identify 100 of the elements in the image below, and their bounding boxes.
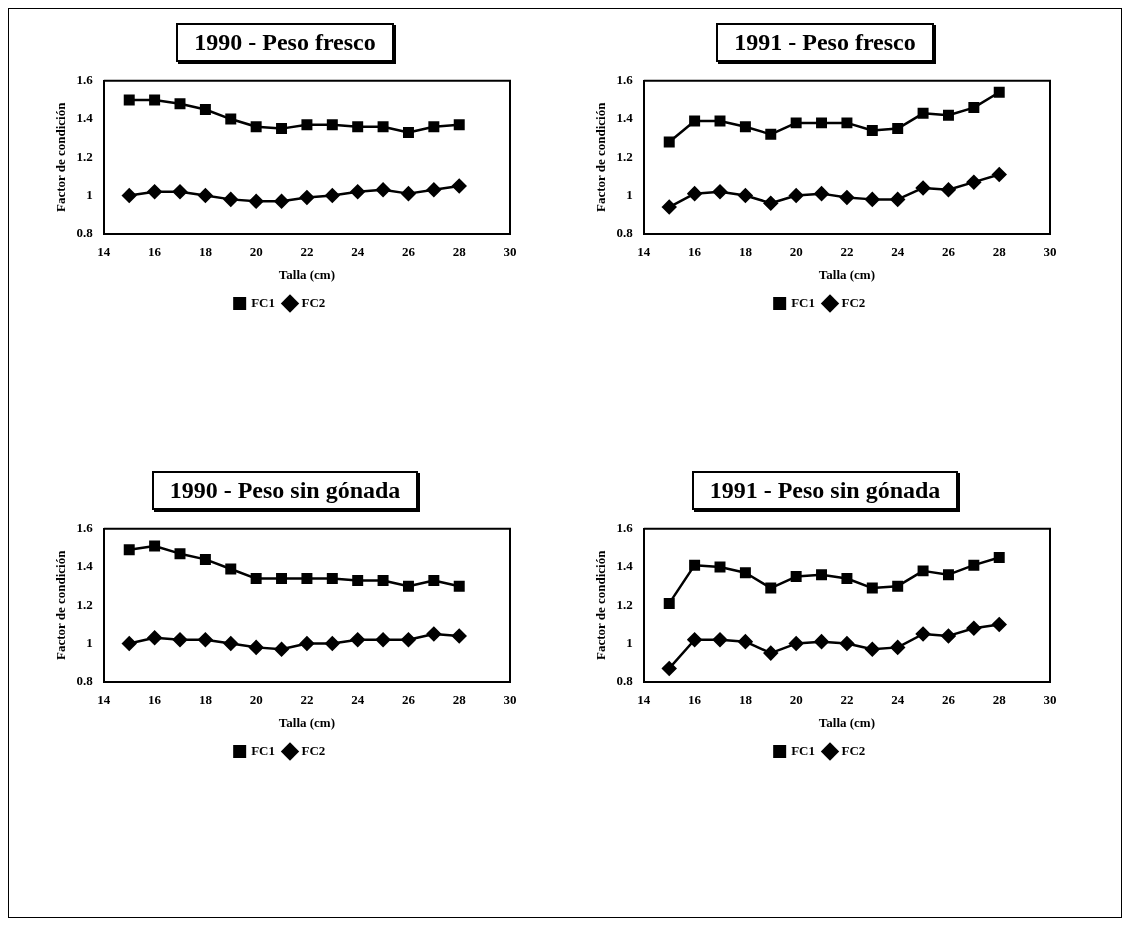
- point: [453, 119, 465, 131]
- point: [299, 636, 315, 651]
- x-tick-label: 30: [1043, 243, 1057, 259]
- point: [739, 121, 751, 133]
- point: [174, 98, 186, 110]
- y-tick-label: 1: [86, 634, 93, 650]
- x-tick-label: 22: [300, 691, 314, 707]
- y-tick-label: 1.2: [76, 596, 93, 612]
- point: [714, 561, 726, 573]
- point: [426, 626, 442, 642]
- point: [763, 645, 779, 661]
- point: [661, 661, 677, 676]
- point: [714, 115, 726, 127]
- legend-label: FC1: [251, 742, 276, 758]
- point: [451, 178, 467, 194]
- y-tick-label: 0.8: [76, 673, 94, 689]
- point: [790, 571, 802, 583]
- point: [738, 188, 753, 203]
- y-tick-label: 0.8: [616, 225, 634, 241]
- y-axis-title: Factor de condición: [53, 101, 69, 213]
- point: [326, 119, 338, 131]
- point: [993, 86, 1005, 98]
- point: [198, 188, 213, 203]
- x-tick-label: 22: [840, 691, 854, 707]
- y-tick-label: 1.6: [76, 520, 94, 536]
- point: [788, 636, 804, 651]
- x-tick-label: 30: [1043, 691, 1057, 707]
- point: [892, 580, 904, 592]
- point: [763, 195, 779, 211]
- y-tick-label: 1.6: [76, 72, 94, 88]
- point: [250, 573, 262, 585]
- x-tick-label: 16: [148, 243, 162, 259]
- x-tick-label: 20: [789, 691, 803, 707]
- y-tick-label: 1.6: [616, 520, 634, 536]
- point: [428, 121, 440, 133]
- point: [663, 136, 675, 148]
- x-tick-label: 18: [198, 691, 213, 707]
- x-axis-title: Talla (cm): [278, 714, 336, 730]
- point: [453, 580, 465, 592]
- y-axis-title: Factor de condición: [593, 549, 609, 661]
- point: [147, 184, 162, 199]
- chart-title: 1991 - Peso sin gónada: [691, 471, 959, 510]
- point: [942, 109, 954, 121]
- legend-label: FC1: [791, 294, 816, 310]
- legend-label: FC1: [791, 742, 816, 758]
- x-tick-label: 30: [503, 691, 517, 707]
- point: [890, 640, 905, 655]
- point: [865, 192, 880, 207]
- legend-label: FC2: [841, 742, 866, 758]
- point: [402, 126, 414, 138]
- point: [451, 628, 467, 644]
- point: [352, 121, 364, 133]
- x-tick-label: 28: [452, 243, 467, 259]
- x-tick-label: 20: [789, 243, 803, 259]
- x-tick-label: 14: [637, 691, 651, 707]
- point: [301, 119, 313, 131]
- point: [814, 634, 829, 649]
- point: [172, 184, 188, 199]
- point: [401, 632, 416, 647]
- y-tick-label: 1.2: [76, 148, 93, 164]
- point: [712, 184, 728, 199]
- point: [866, 582, 878, 594]
- point: [121, 188, 137, 203]
- point: [149, 94, 161, 106]
- x-tick-label: 22: [840, 243, 854, 259]
- point: [663, 597, 675, 609]
- x-tick-label: 26: [401, 691, 416, 707]
- point: [739, 567, 751, 579]
- point: [402, 580, 414, 592]
- chart-title: 1991 - Peso fresco: [716, 23, 934, 62]
- point: [350, 184, 365, 199]
- point: [689, 115, 701, 127]
- point: [325, 188, 340, 203]
- y-tick-label: 1.2: [616, 148, 633, 164]
- point: [841, 117, 853, 129]
- point: [765, 128, 777, 140]
- point: [198, 632, 213, 647]
- point: [121, 636, 137, 651]
- y-tick-label: 1.4: [616, 110, 634, 126]
- y-tick-label: 1.4: [76, 110, 94, 126]
- point: [223, 192, 239, 207]
- point: [712, 632, 728, 647]
- x-tick-label: 20: [249, 243, 263, 259]
- x-tick-label: 24: [891, 243, 905, 259]
- point: [892, 123, 904, 135]
- y-tick-label: 1: [86, 186, 93, 202]
- x-tick-label: 16: [688, 691, 702, 707]
- point: [325, 636, 340, 651]
- point: [814, 186, 829, 201]
- x-tick-label: 14: [97, 243, 111, 259]
- point: [377, 121, 389, 133]
- point: [738, 634, 753, 649]
- point: [174, 548, 186, 560]
- point: [816, 569, 828, 581]
- x-tick-label: 18: [198, 243, 213, 259]
- point: [968, 559, 980, 571]
- legend-label: FC2: [301, 294, 326, 310]
- x-tick-label: 26: [941, 691, 956, 707]
- x-tick-label: 28: [992, 691, 1007, 707]
- point: [915, 180, 931, 196]
